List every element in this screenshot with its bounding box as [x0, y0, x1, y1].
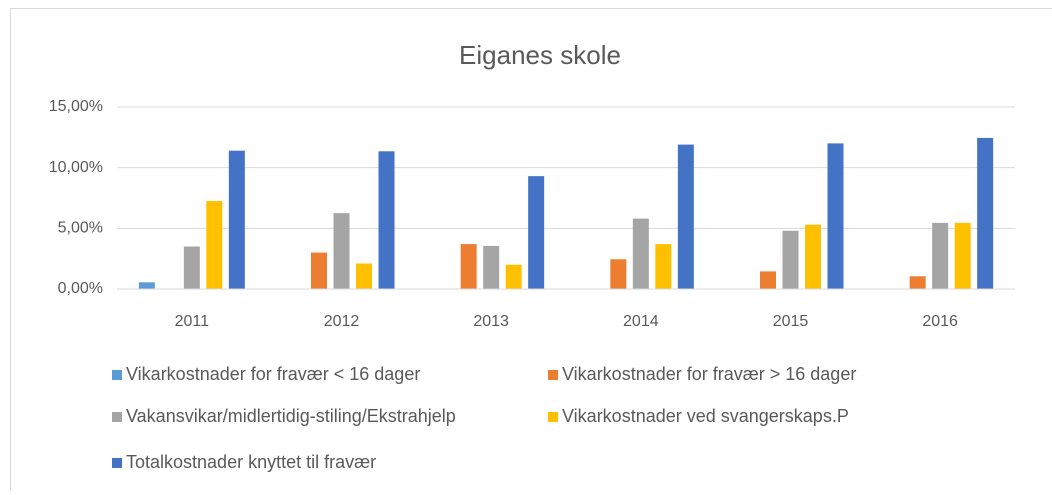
legend-swatch — [548, 370, 558, 380]
bar — [678, 145, 694, 289]
bar — [760, 271, 776, 289]
bar — [483, 246, 499, 289]
x-tick-label: 2013 — [473, 313, 509, 330]
legend-label: Vakansvikar/midlertidig-stiling/Ekstrahj… — [126, 406, 456, 426]
bar — [977, 138, 993, 289]
x-tick-label: 2012 — [324, 313, 360, 330]
x-tick-label: 2011 — [175, 313, 210, 330]
bar — [805, 225, 821, 289]
bar — [955, 223, 971, 289]
y-tick-label: 5,00% — [58, 220, 103, 237]
x-tick-label: 2016 — [922, 313, 958, 330]
bar — [610, 259, 626, 289]
bar — [910, 276, 926, 289]
bar — [932, 223, 948, 289]
x-tick-label: 2015 — [773, 313, 809, 330]
bar — [379, 151, 395, 289]
bar — [828, 143, 844, 289]
bar — [461, 244, 477, 289]
bar — [139, 282, 155, 289]
y-tick-label: 0,00% — [58, 280, 103, 297]
legend-swatch — [548, 412, 558, 422]
y-tick-label: 15,00% — [49, 98, 103, 115]
legend-swatch — [112, 412, 122, 422]
bar — [528, 176, 544, 289]
bar — [311, 253, 327, 289]
legend-label: Vikarkostnader for fravær > 16 dager — [562, 364, 856, 384]
bar — [356, 264, 372, 289]
bar — [655, 244, 671, 289]
legend-swatch — [112, 370, 122, 380]
bar — [229, 151, 245, 289]
x-tick-label: 2014 — [623, 313, 659, 330]
bar — [633, 219, 649, 289]
y-tick-label: 10,00% — [49, 159, 103, 176]
bar — [783, 231, 799, 289]
chart-title: Eiganes skole — [459, 40, 621, 70]
bar — [334, 213, 350, 289]
legend-label: Totalkostnader knyttet til fravær — [126, 452, 376, 472]
bar — [206, 201, 222, 289]
bar — [184, 247, 200, 289]
legend-label: Vikarkostnader ved svangerskaps.P — [562, 406, 849, 426]
legend-label: Vikarkostnader for fravær < 16 dager — [126, 364, 420, 384]
legend-swatch — [112, 458, 122, 468]
bar — [506, 265, 522, 289]
